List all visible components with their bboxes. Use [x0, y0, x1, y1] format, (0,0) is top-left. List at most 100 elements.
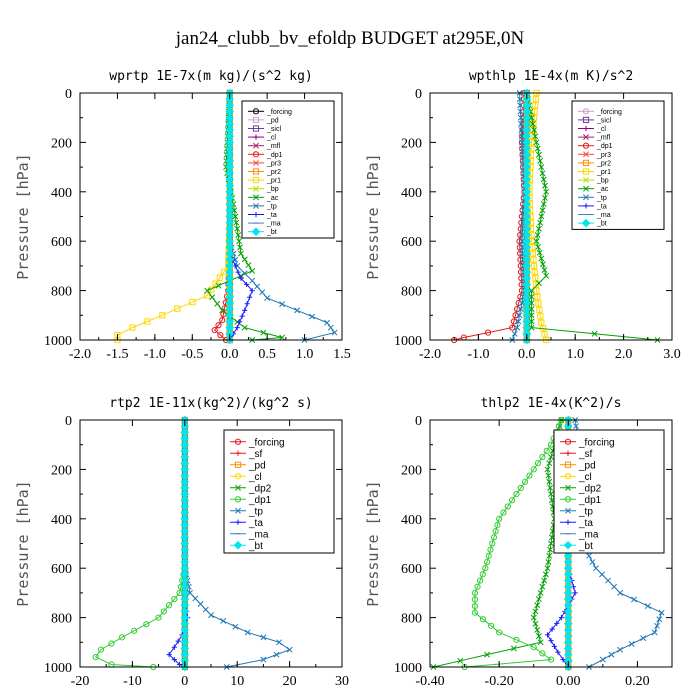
legend-item: _sf — [560, 449, 593, 460]
data-point — [215, 322, 222, 329]
legend-marker — [582, 108, 590, 115]
legend-item: _tp — [560, 506, 593, 517]
data-point — [457, 657, 464, 664]
data-point — [484, 651, 490, 658]
legend-box — [553, 429, 665, 554]
y-axis-label: Pressure [hPa] — [14, 480, 32, 606]
legend: _forcing_sf_pd_cl_dp2_dp1_tp_ta_ma_bt — [553, 429, 665, 554]
legend-label: _bp — [596, 178, 609, 185]
data-point — [264, 295, 271, 301]
data-point — [605, 577, 611, 584]
data-point — [511, 330, 518, 337]
data-point — [232, 213, 239, 220]
legend-marker — [582, 142, 590, 149]
data-point — [176, 661, 183, 668]
data-point — [108, 640, 115, 647]
legend-label: _sf — [578, 449, 593, 460]
data-point — [513, 491, 520, 498]
data-point — [496, 515, 503, 522]
x-tick-label: 0.0 — [518, 347, 536, 362]
data-point — [233, 219, 240, 226]
legend-marker — [253, 202, 259, 209]
data-point — [237, 319, 243, 325]
data-point — [294, 307, 301, 314]
chart-panel-3: rtp2 1E-11x(kg^2)/(kg^2 s) Pressure [hPa]… — [14, 396, 349, 689]
data-point — [144, 318, 151, 325]
legend-label: _ta — [578, 518, 593, 529]
data-point — [519, 299, 525, 306]
data-point — [535, 596, 542, 603]
y-tick-label: 0 — [415, 414, 422, 429]
data-point — [519, 139, 525, 146]
data-point — [155, 614, 162, 621]
data-point — [189, 299, 196, 306]
data-point — [487, 546, 494, 553]
panel-title: rtp2 1E-11x(kg^2)/(kg^2 s) — [109, 396, 313, 411]
data-point — [531, 108, 538, 115]
y-tick-label: 0 — [65, 414, 72, 429]
legend-item: _cl — [248, 134, 276, 142]
data-point — [235, 232, 242, 238]
data-point — [241, 256, 248, 263]
legend-marker — [252, 151, 260, 158]
y-tick-label: 0 — [415, 87, 422, 102]
data-point — [539, 650, 546, 657]
y-tick-label: 200 — [51, 463, 72, 478]
panel-title: thlp2 1E-4x(K^2)/s — [481, 396, 622, 411]
data-point — [611, 583, 618, 590]
legend-item: _forcing — [578, 108, 622, 116]
legend: _forcing_sf_pd_cl_dp2_dp1_tp_ta_ma_bt — [223, 429, 335, 554]
data-point — [254, 283, 261, 290]
series-pr1 — [526, 89, 550, 344]
legend-label: _pr1 — [266, 178, 281, 185]
data-point — [591, 330, 598, 337]
series-dp1 — [461, 416, 565, 671]
data-point — [656, 616, 663, 623]
data-point — [544, 565, 551, 572]
chart-panel-2: wpthlp 1E-4x(m K)/s^2 Pressure [hPa] -2.0 -… — [364, 69, 681, 362]
data-point — [628, 640, 635, 647]
data-point — [539, 583, 546, 590]
legend-item: _pr3 — [248, 159, 281, 167]
legend-item: _sicl — [578, 116, 611, 124]
x-tick-label: 1.0 — [566, 347, 584, 362]
legend-item: _ma — [248, 221, 281, 228]
data-point — [209, 294, 216, 301]
x-tick-label: -20 — [71, 674, 90, 689]
data-point — [212, 280, 219, 287]
data-point — [514, 306, 521, 313]
legend-label: _pr2 — [266, 169, 281, 176]
legend-item: _tp — [578, 194, 607, 202]
data-point — [234, 225, 241, 232]
x-tick-label: 0.00 — [556, 674, 581, 689]
data-point — [260, 656, 267, 663]
data-point — [516, 96, 523, 103]
data-point — [159, 312, 166, 319]
data-point — [554, 620, 560, 626]
legend-marker — [583, 185, 589, 192]
data-point — [279, 334, 286, 341]
data-point — [533, 287, 540, 294]
data-point — [232, 623, 239, 630]
legend-label: _forcing — [248, 437, 285, 448]
data-point — [214, 300, 221, 307]
data-point — [589, 559, 596, 565]
data-point — [528, 299, 535, 306]
x-tick-label: -1.0 — [144, 347, 166, 362]
data-point — [541, 182, 548, 189]
data-point — [532, 275, 539, 282]
data-point — [517, 484, 524, 492]
legend-marker — [253, 134, 259, 140]
data-point — [174, 305, 181, 312]
data-point — [235, 269, 241, 275]
legend-item: _tp — [248, 202, 277, 210]
legend-item: _bt — [230, 541, 263, 552]
y-tick-label: 800 — [401, 285, 422, 300]
y-tick-label: 1000 — [44, 334, 72, 349]
data-point — [537, 639, 544, 646]
data-point — [541, 577, 548, 584]
legend-label: _dp1 — [596, 143, 613, 150]
legend-label: _mfl — [596, 135, 611, 142]
data-point — [171, 644, 177, 650]
legend-marker — [234, 461, 242, 468]
